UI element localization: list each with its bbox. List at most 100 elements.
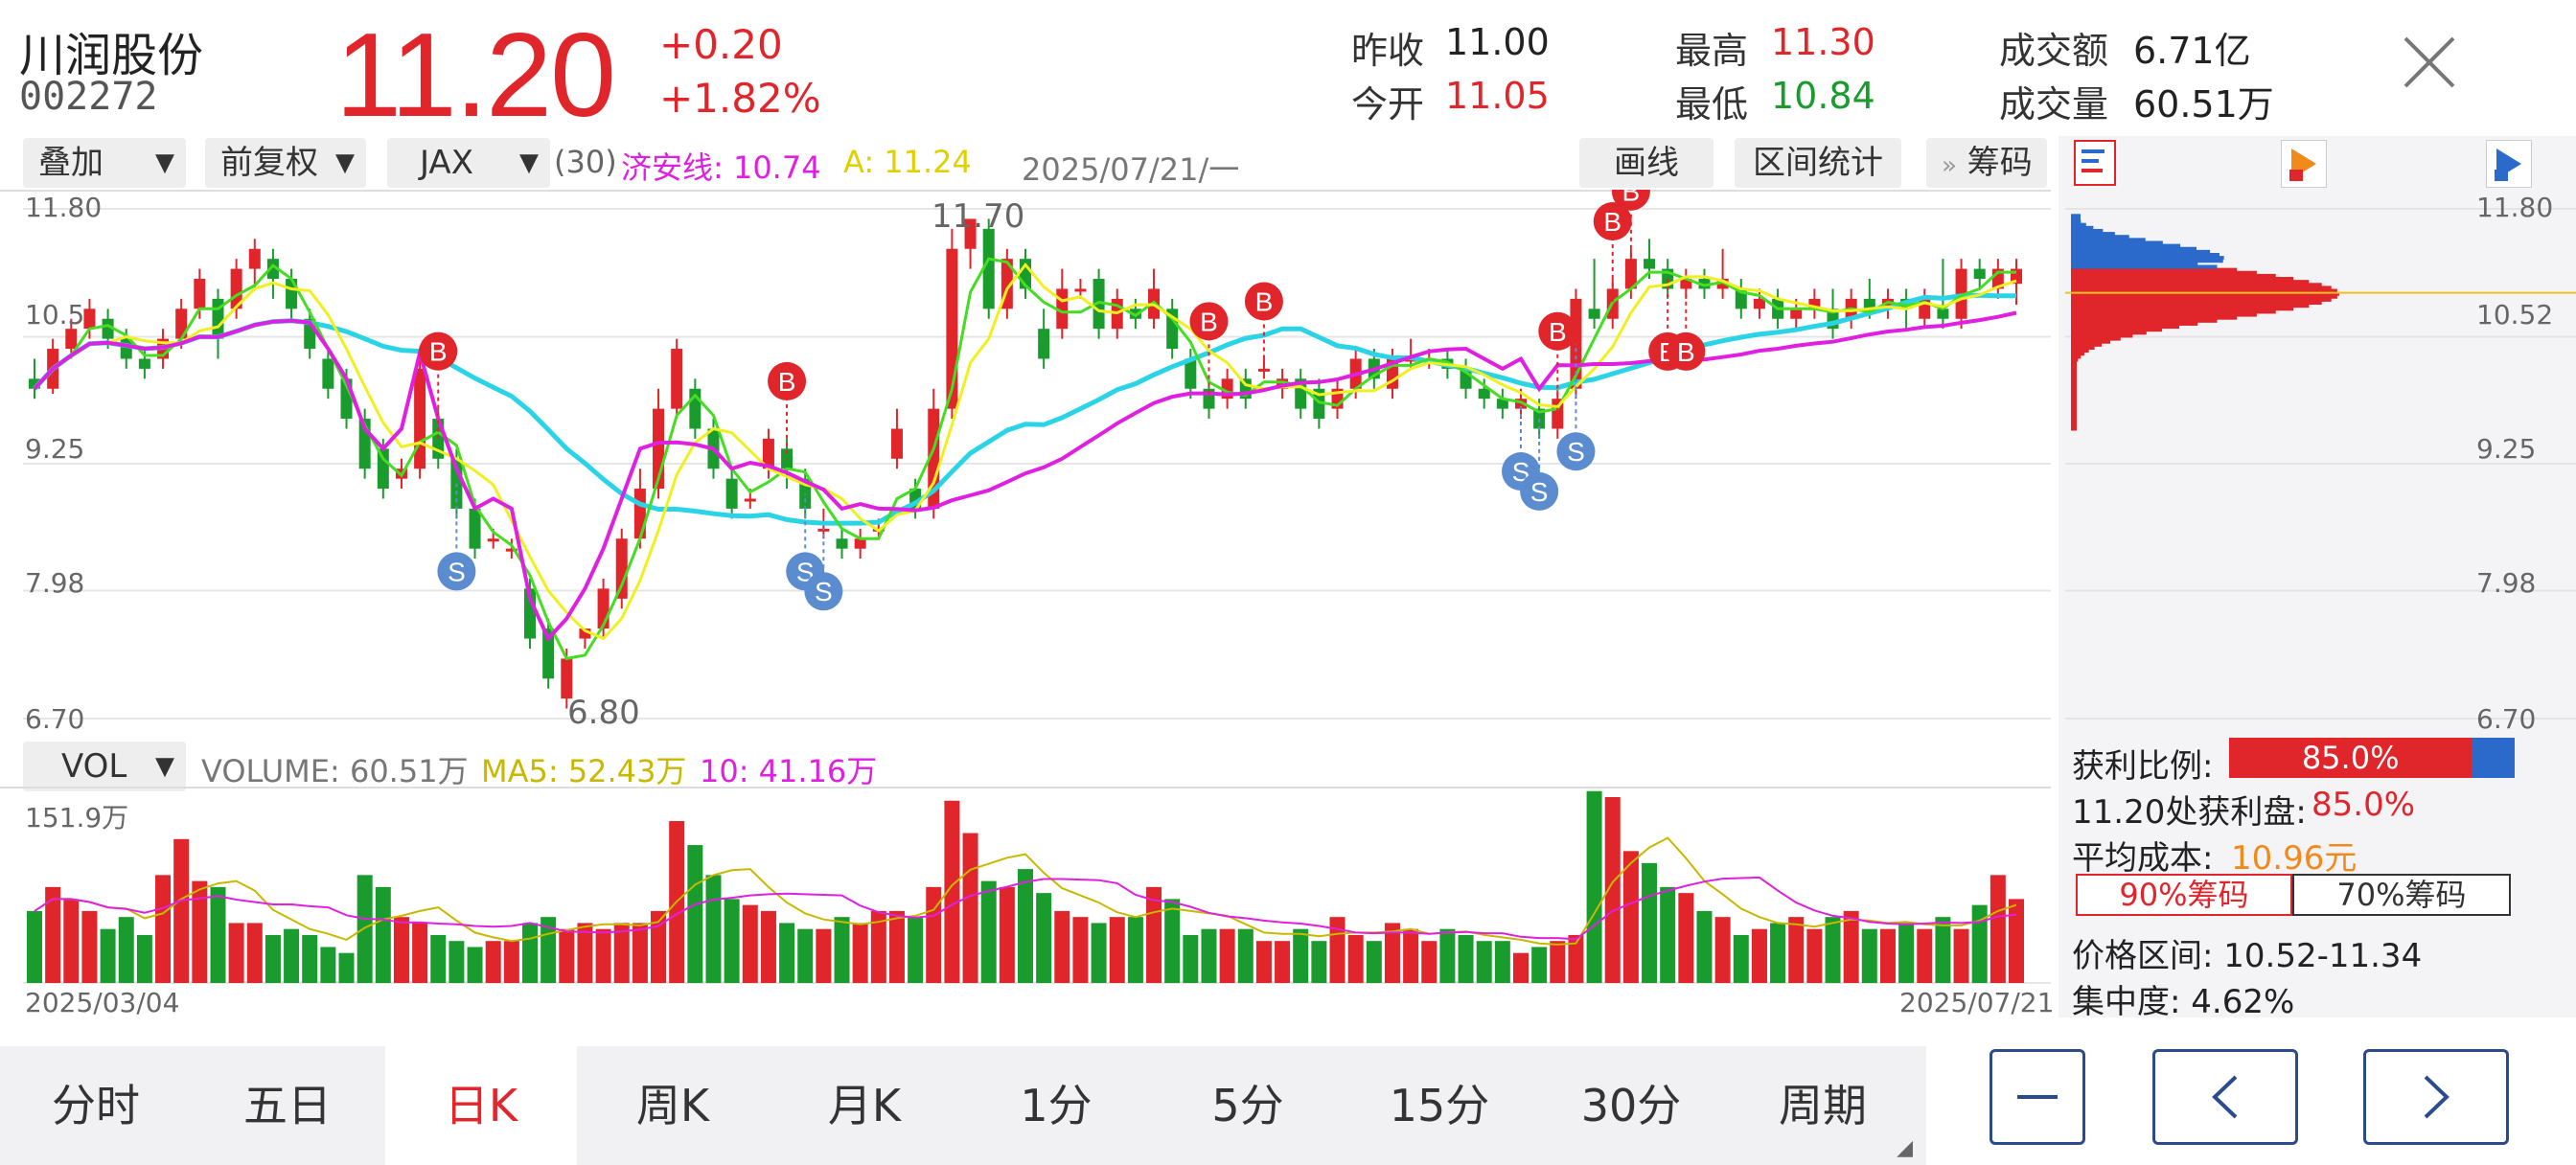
chip-bar xyxy=(2071,328,2163,332)
volume-bar xyxy=(246,923,263,983)
volume-bar xyxy=(1018,869,1033,983)
chip-bar xyxy=(2071,225,2094,230)
volume-bar xyxy=(1770,923,1786,983)
chip-70-button[interactable]: 70%筹码 xyxy=(2292,874,2511,916)
volume-bar xyxy=(1403,928,1419,983)
signal-marker xyxy=(1611,190,1650,211)
tab-five-day[interactable]: 五日 xyxy=(243,1080,332,1131)
candle-body xyxy=(1313,388,1325,420)
signal-label: B xyxy=(778,367,796,397)
volume-bar xyxy=(816,928,832,983)
tab-monthly-k[interactable]: 月K xyxy=(827,1080,902,1131)
chip-bar xyxy=(2071,249,2211,254)
axis-label-mid: 9.25 xyxy=(25,433,85,465)
chip-bar xyxy=(2071,342,2103,347)
volume-bar xyxy=(155,875,172,983)
tab-period-more[interactable]: 周期 ◢ xyxy=(1727,1046,1919,1165)
overlay-dropdown[interactable]: 叠加 ▼ xyxy=(23,138,186,188)
chip-bar xyxy=(2071,246,2196,251)
prev-button[interactable] xyxy=(2152,1049,2298,1145)
vol-indicator-dropdown[interactable]: VOL ▼ xyxy=(23,742,186,791)
tab-5min[interactable]: 5分 xyxy=(1211,1080,1284,1131)
candle-body xyxy=(1863,298,1875,309)
chip-orange-icon[interactable] xyxy=(2281,140,2327,188)
volume-bar xyxy=(980,880,997,983)
tab-weekly-k[interactable]: 周K xyxy=(635,1080,710,1131)
next-button[interactable] xyxy=(2363,1049,2509,1145)
signal-label: B xyxy=(429,337,448,367)
period-tab-bar: 分时 五日 日K 周K 月K 1分 5分 15分 30分 周期 ◢ xyxy=(0,1046,1926,1165)
chip-bar xyxy=(2071,312,2257,317)
adjust-dropdown[interactable]: 前复权 ▼ xyxy=(205,138,366,188)
volume-bar xyxy=(613,923,630,983)
candle-body xyxy=(1405,358,1417,362)
candle-body xyxy=(83,308,96,330)
candle-body xyxy=(1515,399,1527,409)
volume-bar xyxy=(1255,941,1272,983)
ma-yellow-line xyxy=(33,262,2017,641)
volume-bar xyxy=(63,899,80,983)
vol-indicator-label: VOL xyxy=(61,747,127,786)
volume-bar xyxy=(118,917,134,983)
signal-marker xyxy=(804,572,843,611)
chip-bar xyxy=(2071,214,2081,218)
volume-bar xyxy=(393,917,409,983)
candlestick-chart[interactable]: BSBSSBBSSBSBBEB xyxy=(0,190,2051,736)
chip-bar xyxy=(2071,219,2082,224)
volume-bar xyxy=(1293,928,1309,983)
volume-bar xyxy=(27,910,42,983)
volume-bar xyxy=(45,886,61,983)
zoom-out-button[interactable] xyxy=(1990,1049,2085,1145)
candle-body xyxy=(175,308,188,339)
candle-body xyxy=(1276,378,1289,389)
volume-chart[interactable] xyxy=(0,786,2051,1016)
draw-button[interactable]: 画线 xyxy=(1579,138,1714,188)
signal-label: B xyxy=(1677,337,1695,367)
indicator-dropdown[interactable]: JAX ▼ xyxy=(387,138,550,188)
chip-blue-icon[interactable] xyxy=(2486,140,2532,188)
price-range-label: 价格区间: 10.52-11.34 xyxy=(2072,937,2423,975)
volume-bar xyxy=(1237,928,1254,983)
close-button[interactable] xyxy=(2396,29,2463,96)
volume-bar xyxy=(1036,893,1052,983)
volume-bar xyxy=(264,934,281,983)
end-date-label: 2025/07/21 xyxy=(1899,987,2055,1018)
volume-label: 成交量 xyxy=(1999,83,2109,126)
tab-daily-k[interactable]: 日K xyxy=(385,1046,577,1165)
volume-bar xyxy=(870,910,886,983)
volume-bar xyxy=(1183,934,1199,983)
range-stats-button[interactable]: 区间统计 xyxy=(1735,138,1901,188)
chip-bar xyxy=(2071,336,2121,341)
chip-bar xyxy=(2071,240,2163,245)
chip-bar xyxy=(2071,280,2310,285)
chip-bar xyxy=(2071,277,2294,282)
chip-bar xyxy=(2071,397,2077,401)
volume-bar xyxy=(1219,928,1235,983)
candle-body xyxy=(469,508,481,549)
chips-button[interactable]: » 筹码 xyxy=(1926,138,2047,188)
tab-1min[interactable]: 1分 xyxy=(1020,1080,1092,1131)
ma10-legend: 10: 41.16万 xyxy=(700,753,878,789)
chip-bar xyxy=(2071,294,2337,299)
signal-label: S xyxy=(815,577,833,606)
candle-body xyxy=(1808,298,1821,309)
volume-bar xyxy=(1072,917,1089,983)
price-change: +0.20 xyxy=(659,21,783,68)
signal-label: S xyxy=(448,557,466,586)
chip-bar xyxy=(2071,387,2077,392)
volume-bar xyxy=(1384,923,1400,983)
signal-label: S xyxy=(1530,477,1549,507)
volume-bar xyxy=(412,923,428,983)
tab-15min[interactable]: 15分 xyxy=(1389,1080,1490,1131)
volume-bar xyxy=(908,917,924,983)
tab-30min[interactable]: 30分 xyxy=(1580,1080,1682,1131)
volume-bar xyxy=(1879,928,1896,983)
chip-bar xyxy=(2071,384,2077,389)
chip-90-button[interactable]: 90%筹码 xyxy=(2076,874,2292,916)
candle-body xyxy=(1496,399,1508,409)
chip-list-icon[interactable] xyxy=(2074,140,2116,186)
volume-bar xyxy=(724,899,740,983)
volume-bar xyxy=(1953,928,1969,983)
tab-intraday[interactable]: 分时 xyxy=(52,1080,140,1131)
volume-bar xyxy=(742,904,758,983)
